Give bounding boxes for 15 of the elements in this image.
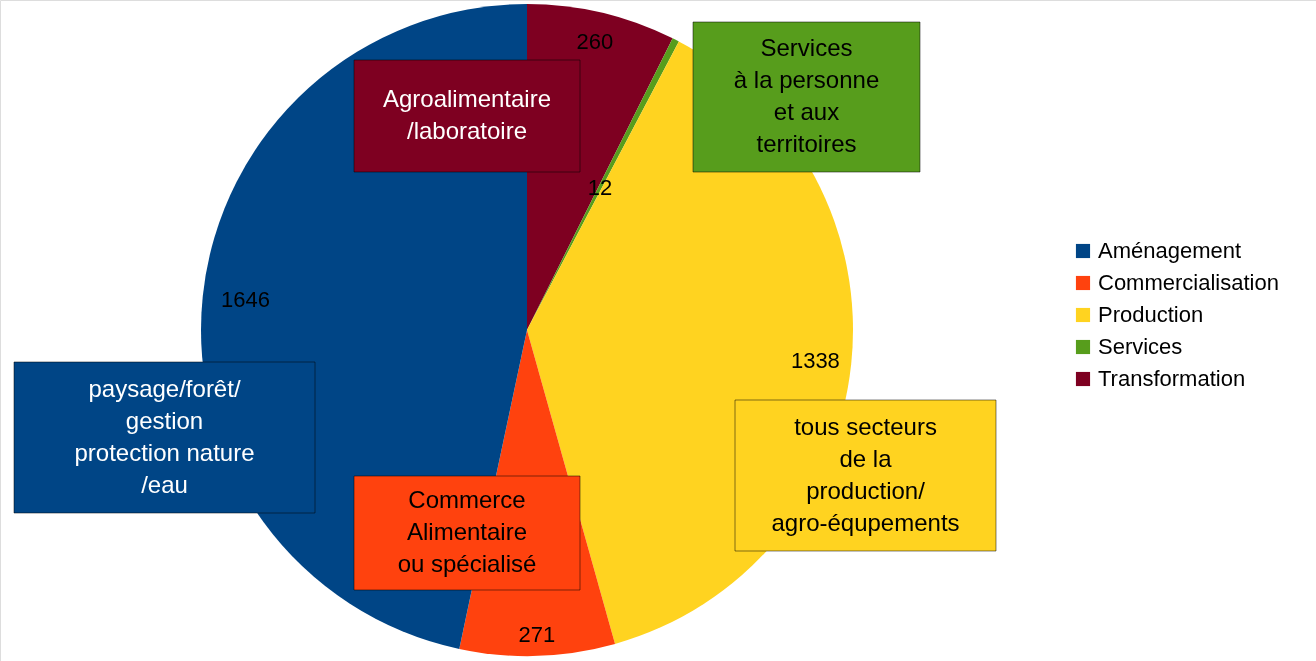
legend-label: Aménagement	[1098, 238, 1242, 263]
data-label: 260	[576, 28, 614, 54]
text: tous secteurs de la production/ agro-équpements	[771, 412, 960, 536]
data-label: 12	[587, 174, 613, 200]
data-label: 1646	[221, 287, 271, 313]
data-label: 1338	[790, 347, 840, 373]
text: Services à la personne et aux territoires	[733, 34, 880, 157]
legend-label: Transformation	[1098, 366, 1246, 391]
legend-label: Services	[1098, 334, 1183, 359]
text: Agroalimentaire /laboratoire	[382, 85, 552, 144]
text: Commerce Alimentaire ou spécialisé	[397, 486, 537, 577]
text: paysage/forêt/ gestion protection nature /eau	[74, 374, 255, 498]
legend-label: Commercialisation	[1098, 270, 1279, 295]
data-label: 271	[518, 621, 556, 647]
legend-label: Production	[1098, 302, 1204, 327]
